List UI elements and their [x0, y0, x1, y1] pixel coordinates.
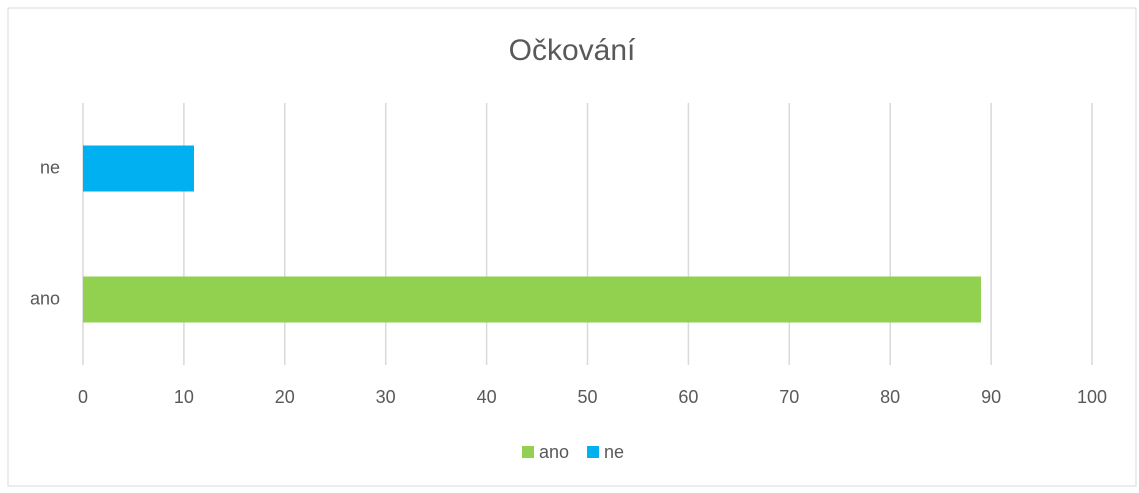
- x-tick-label: 70: [779, 387, 799, 407]
- x-tick-label: 50: [577, 387, 597, 407]
- x-tick-label: 0: [78, 387, 88, 407]
- chart-border: [7, 7, 1137, 487]
- legend-swatch: [522, 446, 534, 458]
- chart-title: Očkování: [509, 34, 636, 67]
- x-tick-label: 30: [376, 387, 396, 407]
- bar: [83, 276, 982, 323]
- bar: [83, 145, 194, 192]
- legend-swatch: [587, 446, 600, 458]
- legend-label: ano: [539, 442, 569, 462]
- x-tick-label: 20: [275, 387, 295, 407]
- x-tick-label: 90: [981, 387, 1001, 407]
- x-tick-label: 40: [477, 387, 497, 407]
- legend-label: ne: [604, 442, 624, 462]
- x-tick-label: 80: [880, 387, 900, 407]
- x-tick-label: 60: [678, 387, 698, 407]
- x-tick-label: 100: [1077, 387, 1107, 407]
- y-tick-label: ano: [30, 288, 60, 308]
- y-tick-label: ne: [40, 157, 60, 177]
- x-tick-label: 10: [174, 387, 194, 407]
